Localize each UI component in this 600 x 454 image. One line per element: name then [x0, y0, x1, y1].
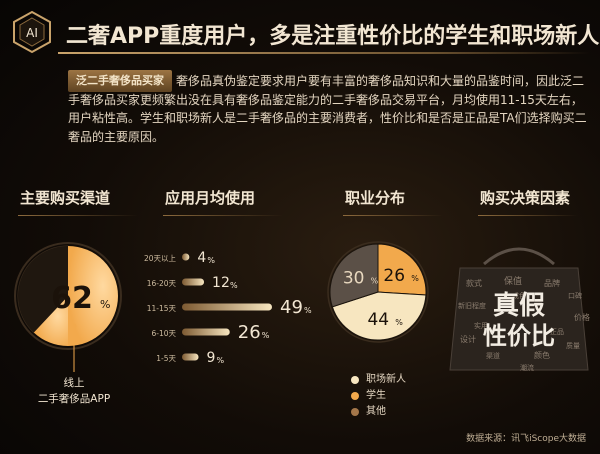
pie-value-label: 44 [367, 310, 389, 330]
pie-slice [68, 246, 118, 346]
pie-value-label: 26 [383, 266, 405, 286]
bar-unit-label: % [230, 281, 238, 290]
bag-shape [449, 267, 589, 371]
pie-slice [18, 246, 68, 333]
intro-paragraph: 奢侈品真伪鉴定要求用户要有丰富的奢侈品知识和大量的品鉴时间，因此泛二手奢侈品买家… [68, 74, 587, 144]
callout-dot [71, 323, 77, 329]
bar [182, 278, 205, 286]
title-divider [58, 52, 590, 54]
pie-unit-label: % [411, 274, 419, 283]
page-title: 二奢APP重度用户，多是注重性价比的学生和职场新人 [66, 24, 600, 49]
wordcloud-word: 口碑 [568, 291, 582, 300]
bar-value-label: 49 [280, 297, 303, 318]
pie-ring [14, 242, 122, 350]
logo-icon: AI [13, 10, 51, 54]
pie-unit-label: % [395, 318, 403, 327]
bar-category-label: 11-15天 [147, 304, 177, 313]
section-title-usage: 应用月均使用 [165, 189, 256, 207]
bar-value-label: 12 [212, 275, 230, 291]
pie-slice [329, 243, 379, 308]
section-title-occupation: 职业分布 [345, 189, 406, 207]
section-rule [343, 215, 443, 216]
occupation-pie-chart: 26 % 44 % 30% [327, 241, 429, 343]
pie-center-value: 62 [51, 281, 93, 316]
legend-swatch [351, 408, 359, 416]
data-source: 数据来源：讯飞iScope大数据 [466, 434, 586, 444]
wordcloud-major-word: 真假 [493, 291, 545, 321]
wordcloud-word: 价格 [574, 312, 590, 322]
legend-item: 职场新人 [351, 372, 406, 388]
bar-unit-label: % [207, 256, 215, 265]
pie-center-unit: % [100, 298, 110, 311]
bar-category-label: 20天以上 [144, 254, 177, 263]
wordcloud-word: 渠道 [486, 351, 500, 360]
bar-category-label: 6-10天 [151, 329, 176, 338]
bar [182, 303, 272, 311]
logo-text: AI [26, 26, 38, 40]
pie-unit-label: % [371, 276, 379, 285]
section-rule [478, 215, 578, 216]
legend-swatch [351, 392, 359, 400]
legend-swatch [351, 376, 359, 384]
section-rule [18, 215, 138, 216]
bar-unit-label: % [217, 356, 225, 365]
wordcloud-word: 保值 [504, 275, 522, 287]
pie-ring [327, 241, 429, 343]
wordcloud-word: 实用 [474, 321, 488, 330]
bar-value-label: 4 [197, 250, 206, 266]
bar-category-label: 1-5天 [156, 354, 176, 363]
callout-label: 线上 [64, 376, 85, 389]
section-title-channel: 主要购买渠道 [20, 189, 111, 207]
bar [182, 328, 230, 336]
wordcloud-word: 颜色 [534, 350, 550, 360]
pie-value-label: 30 [343, 268, 365, 288]
bar-category-label: 16-20天 [147, 279, 177, 288]
wordcloud-word: 款式 [466, 278, 482, 288]
legend-label: 其他 [366, 406, 386, 417]
bag-handle [483, 247, 555, 266]
bar [182, 253, 190, 261]
section-rule [163, 215, 283, 216]
pie-slice [33, 296, 68, 346]
legend-label: 职场新人 [366, 374, 406, 385]
wordcloud-word: 潮流 [520, 363, 534, 372]
wordcloud-major-word: 性价比 [483, 322, 555, 350]
bar-value-label: 26 [238, 322, 261, 343]
callout-label: 二手奢侈品APP [38, 392, 110, 405]
bar-unit-label: % [304, 306, 312, 315]
pie-slice [331, 291, 427, 341]
intro-tag: 泛二手奢侈品买家 [68, 70, 172, 92]
wordcloud-word: 质量 [566, 341, 580, 350]
legend-label: 学生 [366, 390, 386, 401]
occupation-legend: 职场新人 学生 其他 [351, 372, 406, 420]
bar-value-label: 9 [207, 350, 216, 366]
legend-item: 其他 [351, 404, 406, 420]
wordcloud-word: 正品 [550, 328, 564, 336]
bar [182, 353, 199, 361]
pie-slice [377, 243, 427, 296]
wordcloud-word: 新旧程度 [458, 301, 486, 310]
wordcloud-word: 成色 [512, 291, 526, 300]
usage-bar-chart: 20天以上 4 % 16-20天 12 % 11-15天 49 % 6-10天 26 % 1-5天 9% [144, 250, 312, 366]
legend-item: 学生 [351, 388, 406, 404]
bar-unit-label: % [262, 331, 270, 340]
wordcloud-word: 品牌 [544, 278, 560, 288]
section-title-factors: 购买决策因素 [480, 189, 571, 207]
wordcloud-word: 设计 [460, 334, 476, 344]
